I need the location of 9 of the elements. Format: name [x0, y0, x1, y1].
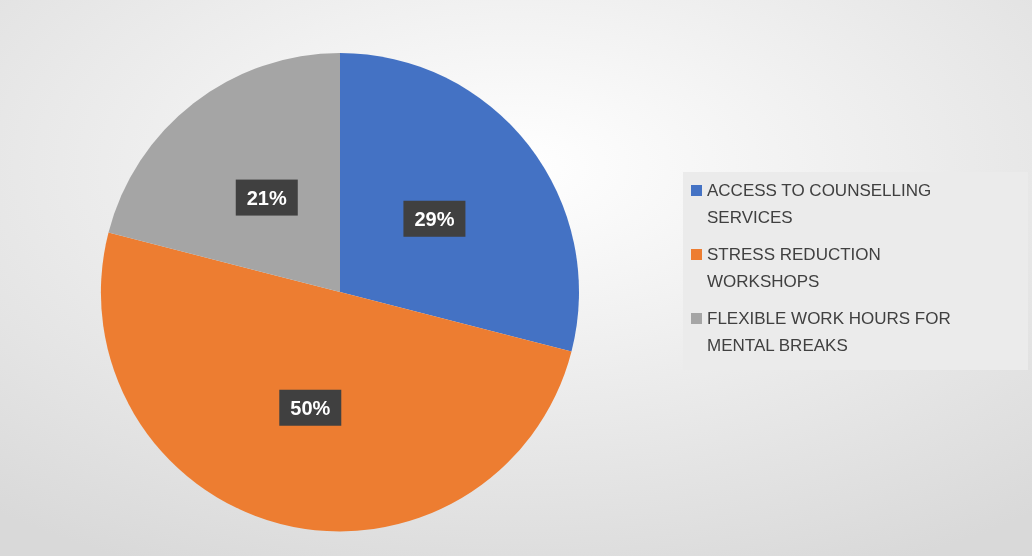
data-label: 50% — [290, 396, 331, 419]
data-label: 21% — [246, 186, 287, 209]
pie-slice — [108, 53, 340, 292]
data-label: 29% — [414, 207, 455, 230]
legend-label: STRESS REDUCTION WORKSHOPS — [707, 245, 881, 291]
pie-slice — [100, 232, 572, 531]
legend-label: ACCESS TO COUNSELLING SERVICES — [707, 181, 932, 227]
legend-label: FLEXIBLE WORK HOURS FOR MENTAL BREAKS — [707, 309, 951, 355]
pie-slice — [340, 53, 579, 352]
